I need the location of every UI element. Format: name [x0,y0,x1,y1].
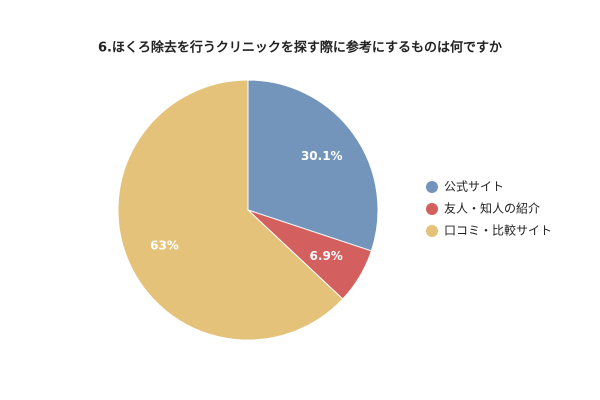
value-label: 63% [150,239,179,253]
chart-title: 6.ほくろ除去を行うクリニックを探す際に参考にするものは何ですか [98,40,502,56]
pie-slice [247,79,379,252]
value-label: 30.1% [301,149,343,163]
legend-label: 公式サイト [444,180,504,194]
pie-slice [117,79,344,341]
legend-label: 友人・知人の紹介 [444,202,540,216]
legend-marker [426,225,438,237]
legend-marker [426,203,438,215]
legend-marker [426,181,438,193]
value-label: 6.9% [310,249,343,263]
legend-label: 口コミ・比較サイト [444,223,552,238]
